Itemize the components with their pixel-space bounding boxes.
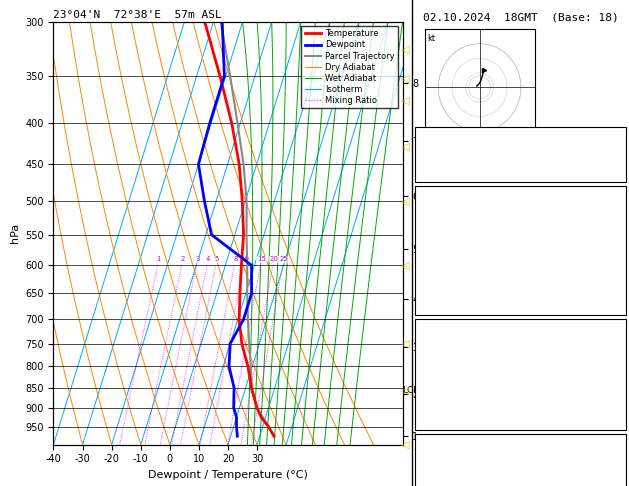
- Text: Pressure (mb): Pressure (mb): [418, 342, 494, 352]
- Text: ◁: ◁: [401, 260, 410, 270]
- Text: 23°04'N  72°38'E  57m ASL: 23°04'N 72°38'E 57m ASL: [53, 10, 222, 20]
- Text: 0: 0: [617, 416, 623, 426]
- Text: kt: kt: [427, 34, 435, 43]
- Text: 360: 360: [605, 361, 623, 370]
- Y-axis label: hPa: hPa: [9, 223, 19, 243]
- Text: Lifted Index: Lifted Index: [418, 379, 489, 389]
- Y-axis label: km
ASL: km ASL: [426, 223, 444, 244]
- Text: Hodograph: Hodograph: [494, 438, 547, 448]
- Text: -11: -11: [605, 457, 623, 467]
- Text: θᴀ(K): θᴀ(K): [418, 246, 448, 256]
- Text: © weatheronline.co.uk: © weatheronline.co.uk: [468, 471, 573, 480]
- X-axis label: Dewpoint / Temperature (°C): Dewpoint / Temperature (°C): [148, 470, 308, 480]
- Text: Dewp (°C): Dewp (°C): [418, 227, 471, 237]
- Text: CIN (J): CIN (J): [418, 301, 459, 311]
- Text: ◁: ◁: [401, 142, 410, 152]
- Text: 4.24: 4.24: [599, 168, 623, 178]
- Text: ◁: ◁: [401, 44, 410, 54]
- Text: 31: 31: [611, 131, 623, 141]
- Text: Surface: Surface: [500, 191, 541, 200]
- Text: ◁: ◁: [401, 440, 410, 450]
- Text: CAPE (J): CAPE (J): [418, 398, 465, 407]
- Text: 8: 8: [233, 257, 238, 262]
- Text: ◁: ◁: [401, 339, 410, 348]
- Text: 10: 10: [240, 257, 249, 262]
- Text: 15: 15: [257, 257, 266, 262]
- Text: Temp (°C): Temp (°C): [418, 209, 471, 219]
- Text: 5: 5: [214, 257, 219, 262]
- Text: 3: 3: [195, 257, 200, 262]
- Legend: Temperature, Dewpoint, Parcel Trajectory, Dry Adiabat, Wet Adiabat, Isotherm, Mi: Temperature, Dewpoint, Parcel Trajectory…: [301, 26, 398, 108]
- Text: SREH: SREH: [418, 475, 442, 485]
- Text: PW (cm): PW (cm): [418, 168, 459, 178]
- Text: 1049: 1049: [599, 283, 623, 293]
- Text: ◁: ◁: [401, 95, 410, 105]
- Text: -3: -3: [611, 264, 623, 274]
- Text: CAPE (J): CAPE (J): [418, 283, 465, 293]
- Text: ◁: ◁: [401, 385, 410, 396]
- Text: Totals Totals: Totals Totals: [418, 150, 494, 159]
- Text: 1049: 1049: [599, 398, 623, 407]
- Text: 360: 360: [605, 246, 623, 256]
- Text: 20: 20: [269, 257, 279, 262]
- Text: 22.3: 22.3: [599, 227, 623, 237]
- Text: 25: 25: [279, 257, 288, 262]
- Text: CIN (J): CIN (J): [418, 416, 459, 426]
- Text: ◁: ◁: [401, 196, 410, 206]
- Text: 2: 2: [181, 257, 185, 262]
- Text: θᴀ (K): θᴀ (K): [418, 361, 454, 370]
- Text: 998: 998: [605, 342, 623, 352]
- Text: 4: 4: [206, 257, 211, 262]
- Text: LCL: LCL: [403, 386, 419, 396]
- Text: 02.10.2024  18GMT  (Base: 18): 02.10.2024 18GMT (Base: 18): [423, 12, 618, 22]
- Text: 0: 0: [617, 301, 623, 311]
- Text: -4: -4: [611, 475, 623, 485]
- Text: Lifted Index: Lifted Index: [418, 264, 489, 274]
- Text: ◁: ◁: [401, 74, 410, 84]
- Text: 34.9: 34.9: [599, 209, 623, 219]
- Text: Most Unstable: Most Unstable: [482, 324, 559, 333]
- Text: 42: 42: [611, 150, 623, 159]
- Text: 1: 1: [157, 257, 161, 262]
- Text: EH: EH: [418, 457, 430, 467]
- Text: Mixing Ratio (g/kg): Mixing Ratio (g/kg): [438, 187, 447, 279]
- Text: K: K: [418, 131, 424, 141]
- Text: -3: -3: [611, 379, 623, 389]
